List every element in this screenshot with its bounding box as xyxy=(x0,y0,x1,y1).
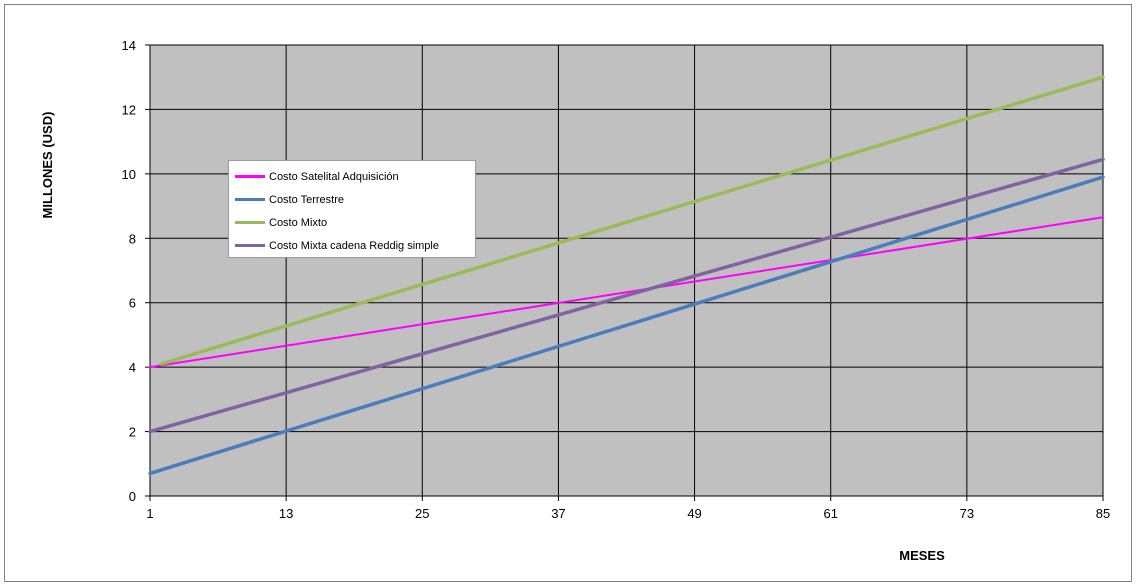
series-line xyxy=(148,175,1105,476)
x-tick-label: 13 xyxy=(279,506,293,521)
x-tick-label: 25 xyxy=(415,506,429,521)
series-line xyxy=(159,75,1105,366)
legend-swatch xyxy=(235,244,265,247)
y-tick-label: 14 xyxy=(122,38,136,53)
series-line xyxy=(149,216,1104,369)
y-tick-label: 2 xyxy=(129,425,136,440)
series-line xyxy=(148,157,1105,434)
x-tick-label: 73 xyxy=(960,506,974,521)
legend-label: Costo Mixta cadena Reddig simple xyxy=(269,239,439,252)
x-tick-label: 85 xyxy=(1096,506,1110,521)
series-lines xyxy=(148,75,1105,476)
legend-label: Costo Satelital Adquisición xyxy=(269,170,399,183)
y-tick-label: 0 xyxy=(129,489,136,504)
legend-item: Costo Mixto xyxy=(235,211,475,234)
legend-swatch xyxy=(235,175,265,178)
y-tick-label: 10 xyxy=(122,167,136,182)
x-tick-label: 61 xyxy=(823,506,837,521)
legend-label: Costo Terrestre xyxy=(269,193,344,206)
axis-ticks: 0 2 4 6 8 10 12 14 1 13 25 37 49 61 73 85 xyxy=(122,38,1111,521)
x-tick-label: 49 xyxy=(687,506,701,521)
y-tick-label: 8 xyxy=(129,231,136,246)
plot-area xyxy=(149,44,1104,497)
legend-swatch xyxy=(235,221,265,224)
y-tick-label: 6 xyxy=(129,296,136,311)
legend-item: Costo Satelital Adquisición xyxy=(235,165,475,188)
y-tick-label: 4 xyxy=(129,360,136,375)
x-tick-label: 37 xyxy=(551,506,565,521)
y-tick-label: 12 xyxy=(122,102,136,117)
x-axis-title: MESES xyxy=(899,548,945,563)
legend-swatch xyxy=(235,198,265,201)
x-tick-label: 1 xyxy=(146,506,153,521)
grid-lines xyxy=(145,44,1104,501)
legend-item: Costo Mixta cadena Reddig simple xyxy=(235,234,475,257)
y-axis-title: MILLONES (USD) xyxy=(40,112,55,219)
legend: Costo Satelital Adquisición Costo Terres… xyxy=(228,160,476,258)
legend-label: Costo Mixto xyxy=(269,216,328,229)
legend-item: Costo Terrestre xyxy=(235,188,475,211)
